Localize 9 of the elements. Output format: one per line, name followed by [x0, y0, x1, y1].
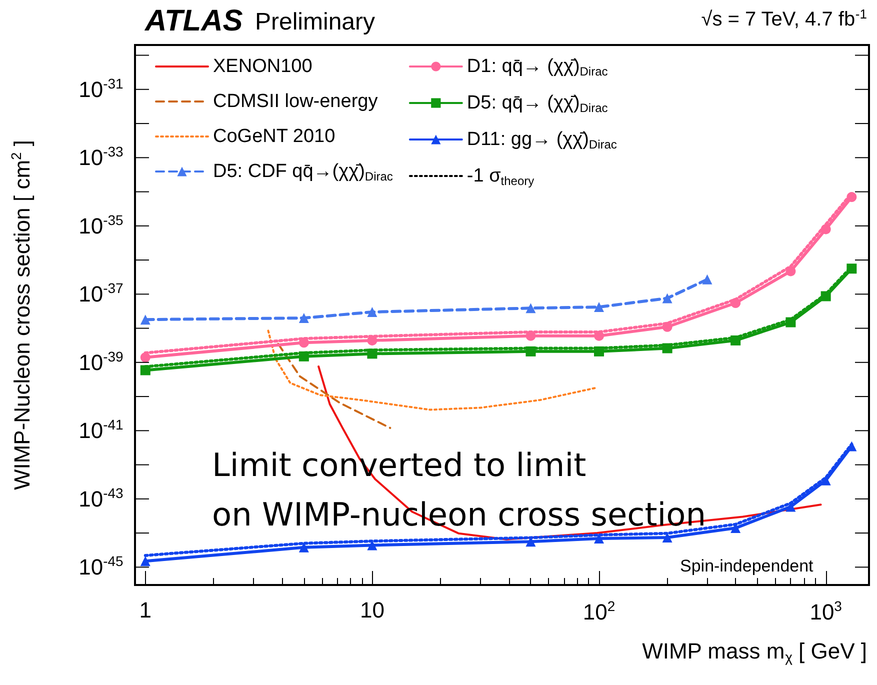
legend-label: CoGeNT 2010 [213, 126, 336, 147]
chart-title: ATLAS [144, 4, 243, 38]
x-tick-label: 1 [139, 598, 152, 622]
chart-subtitle: Preliminary [255, 8, 376, 36]
annotation: Spin-independent [680, 556, 814, 576]
legend-label: CDMSII low-energy [213, 91, 378, 112]
legend-label: XENON100 [213, 56, 312, 77]
y-axis-title: WIMP-Nucleon cross section [ cm2 ] [8, 140, 34, 490]
x-tick-label: 10 [360, 598, 384, 622]
